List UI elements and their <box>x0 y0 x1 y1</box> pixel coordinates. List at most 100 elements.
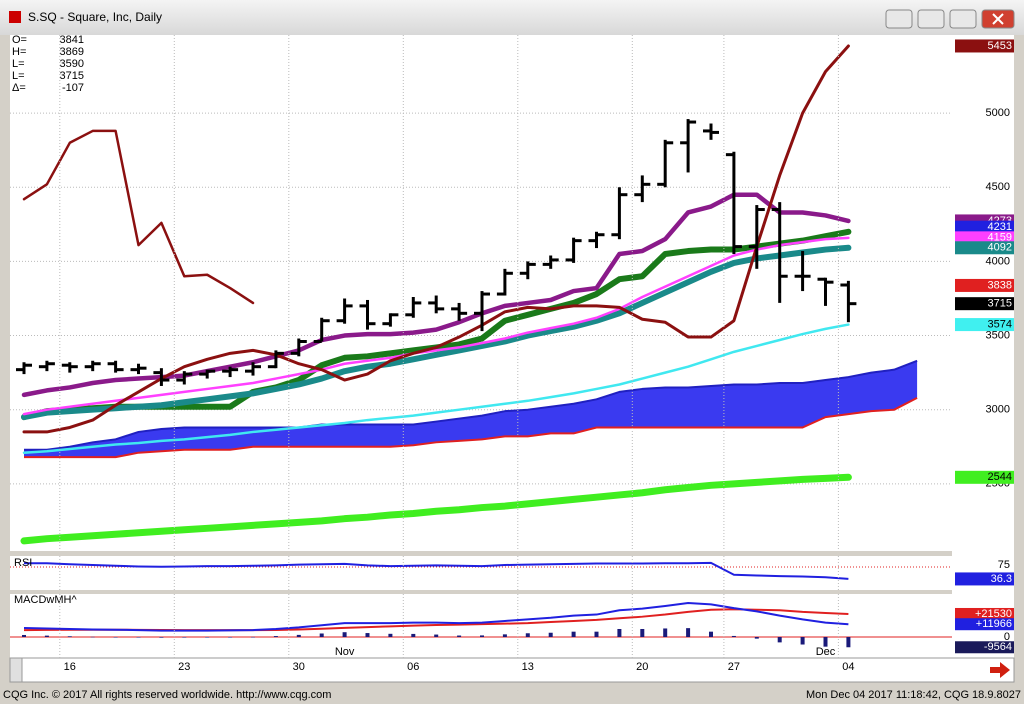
indicator-line <box>20 473 852 545</box>
price-label-box <box>955 231 1014 245</box>
x-tick-label: 27 <box>728 661 740 673</box>
macd-histogram-bar <box>411 633 416 638</box>
macd-histogram-bar <box>136 637 141 638</box>
macd-histogram-bar <box>296 634 301 638</box>
macd-histogram-bar <box>159 637 164 638</box>
month-label: Dec <box>816 646 836 658</box>
price-label-box <box>955 241 1014 255</box>
y-tick-label: 4500 <box>986 181 1010 193</box>
macd-histogram-bar <box>525 633 530 638</box>
macd-histogram-bar <box>67 636 72 638</box>
rsi-plot <box>10 561 952 580</box>
macd-histogram-bar <box>846 637 851 648</box>
macd-label-box <box>955 607 1014 620</box>
y-tick-label: 5000 <box>986 107 1010 119</box>
axis-labels: 162330Nov06132027Dec04250030003500400045… <box>64 39 1014 673</box>
window-buttons <box>885 9 1015 29</box>
title-bar <box>0 0 1024 35</box>
indicator-line <box>22 323 850 454</box>
price-axis <box>952 35 1014 658</box>
info-label: H= <box>12 46 26 58</box>
app-icon <box>9 11 21 23</box>
macd-histogram-bar <box>571 631 576 638</box>
rsi-title: RSI <box>14 557 32 569</box>
rsi-last-label: 36.3 <box>991 573 1012 585</box>
macd-histogram-bar <box>640 628 645 638</box>
window-title: S.SQ - Square, Inc, Daily <box>28 10 162 24</box>
price-label-box <box>955 470 1014 484</box>
rsi-label-box <box>955 572 1014 586</box>
info-value: -107 <box>62 82 84 94</box>
price-plot <box>10 44 952 545</box>
x-tick-label: 23 <box>178 661 190 673</box>
macd-histogram-bar <box>663 628 668 638</box>
macd-last-label: +21530 <box>975 608 1012 620</box>
price-label-box <box>955 278 1014 292</box>
macd-histogram-bar <box>365 633 370 638</box>
macd-histogram-bar <box>777 637 782 643</box>
macd-histogram-bar <box>251 636 255 638</box>
scroll-right-arrow[interactable] <box>990 662 1010 678</box>
info-label: Δ= <box>12 82 26 94</box>
price-label: 2544 <box>988 471 1012 483</box>
band-lower-line <box>24 396 918 459</box>
price-label: 3574 <box>988 318 1012 330</box>
macd-histogram-bar <box>709 631 713 638</box>
y-tick-label: 3500 <box>986 329 1010 341</box>
macd-histogram-bar <box>548 632 553 638</box>
macd-histogram-bar <box>502 634 507 638</box>
macd-last-label: +11966 <box>976 618 1012 630</box>
price-label: 5453 <box>988 40 1012 52</box>
info-label: L= <box>12 58 25 70</box>
macd-plot <box>10 601 952 648</box>
macd-histogram-bar <box>90 636 95 638</box>
macd-histogram-bar <box>594 631 599 638</box>
price-label: 4231 <box>988 221 1012 233</box>
info-value: 3869 <box>60 46 84 58</box>
y-tick-label: 3000 <box>986 404 1010 416</box>
macd-histogram-bar <box>182 637 187 638</box>
macd-label-box <box>955 618 1014 631</box>
info-value: 3590 <box>60 58 84 70</box>
price-label: 3838 <box>988 279 1012 291</box>
footer <box>0 686 1024 704</box>
info-label: O= <box>12 34 27 46</box>
close-icon <box>992 13 1004 25</box>
rsi-panel <box>10 556 952 590</box>
indicator-line <box>22 129 255 305</box>
macd-title: MACDwMH^ <box>14 594 77 606</box>
indicator-line <box>22 236 850 416</box>
month-label: Nov <box>335 646 355 658</box>
macd-histogram-bar <box>113 637 118 638</box>
x-tick-label: 04 <box>842 661 854 673</box>
macd-histogram-bar <box>823 637 828 647</box>
price-label-box <box>955 39 1014 53</box>
info-value: 3715 <box>60 70 84 82</box>
price-label: 4159 <box>988 232 1012 244</box>
macd-histogram-bar <box>617 628 622 638</box>
x-tick-label: 16 <box>64 661 76 673</box>
time-axis <box>9 657 1015 683</box>
x-tick-label: 13 <box>522 661 534 673</box>
scroll-handle[interactable] <box>9 657 23 683</box>
price-label-box <box>955 220 1014 234</box>
footer-right: Mon Dec 04 2017 11:18:42, CQG 18.9.8027 <box>806 689 1021 701</box>
maximize-button[interactable] <box>949 9 977 29</box>
x-tick-label: 20 <box>636 661 648 673</box>
macd-histogram-bar <box>731 635 736 638</box>
rsi-tick-label: 75 <box>998 559 1010 571</box>
rsi-line <box>24 561 849 580</box>
price-label-box <box>955 318 1014 332</box>
y-tick-label: 4000 <box>986 255 1010 267</box>
minimize-button[interactable] <box>917 9 945 29</box>
macd-histogram-bar <box>754 637 759 639</box>
macd-histogram-bar <box>273 636 278 638</box>
macd-histogram-bar <box>228 637 233 638</box>
link-button[interactable] <box>885 9 913 29</box>
macd-histogram-bar <box>205 637 210 638</box>
band-upper-line <box>24 359 918 451</box>
macd-histogram-bar <box>22 634 26 638</box>
indicator-line <box>21 244 852 421</box>
macd-last-label: -9564 <box>984 641 1012 653</box>
